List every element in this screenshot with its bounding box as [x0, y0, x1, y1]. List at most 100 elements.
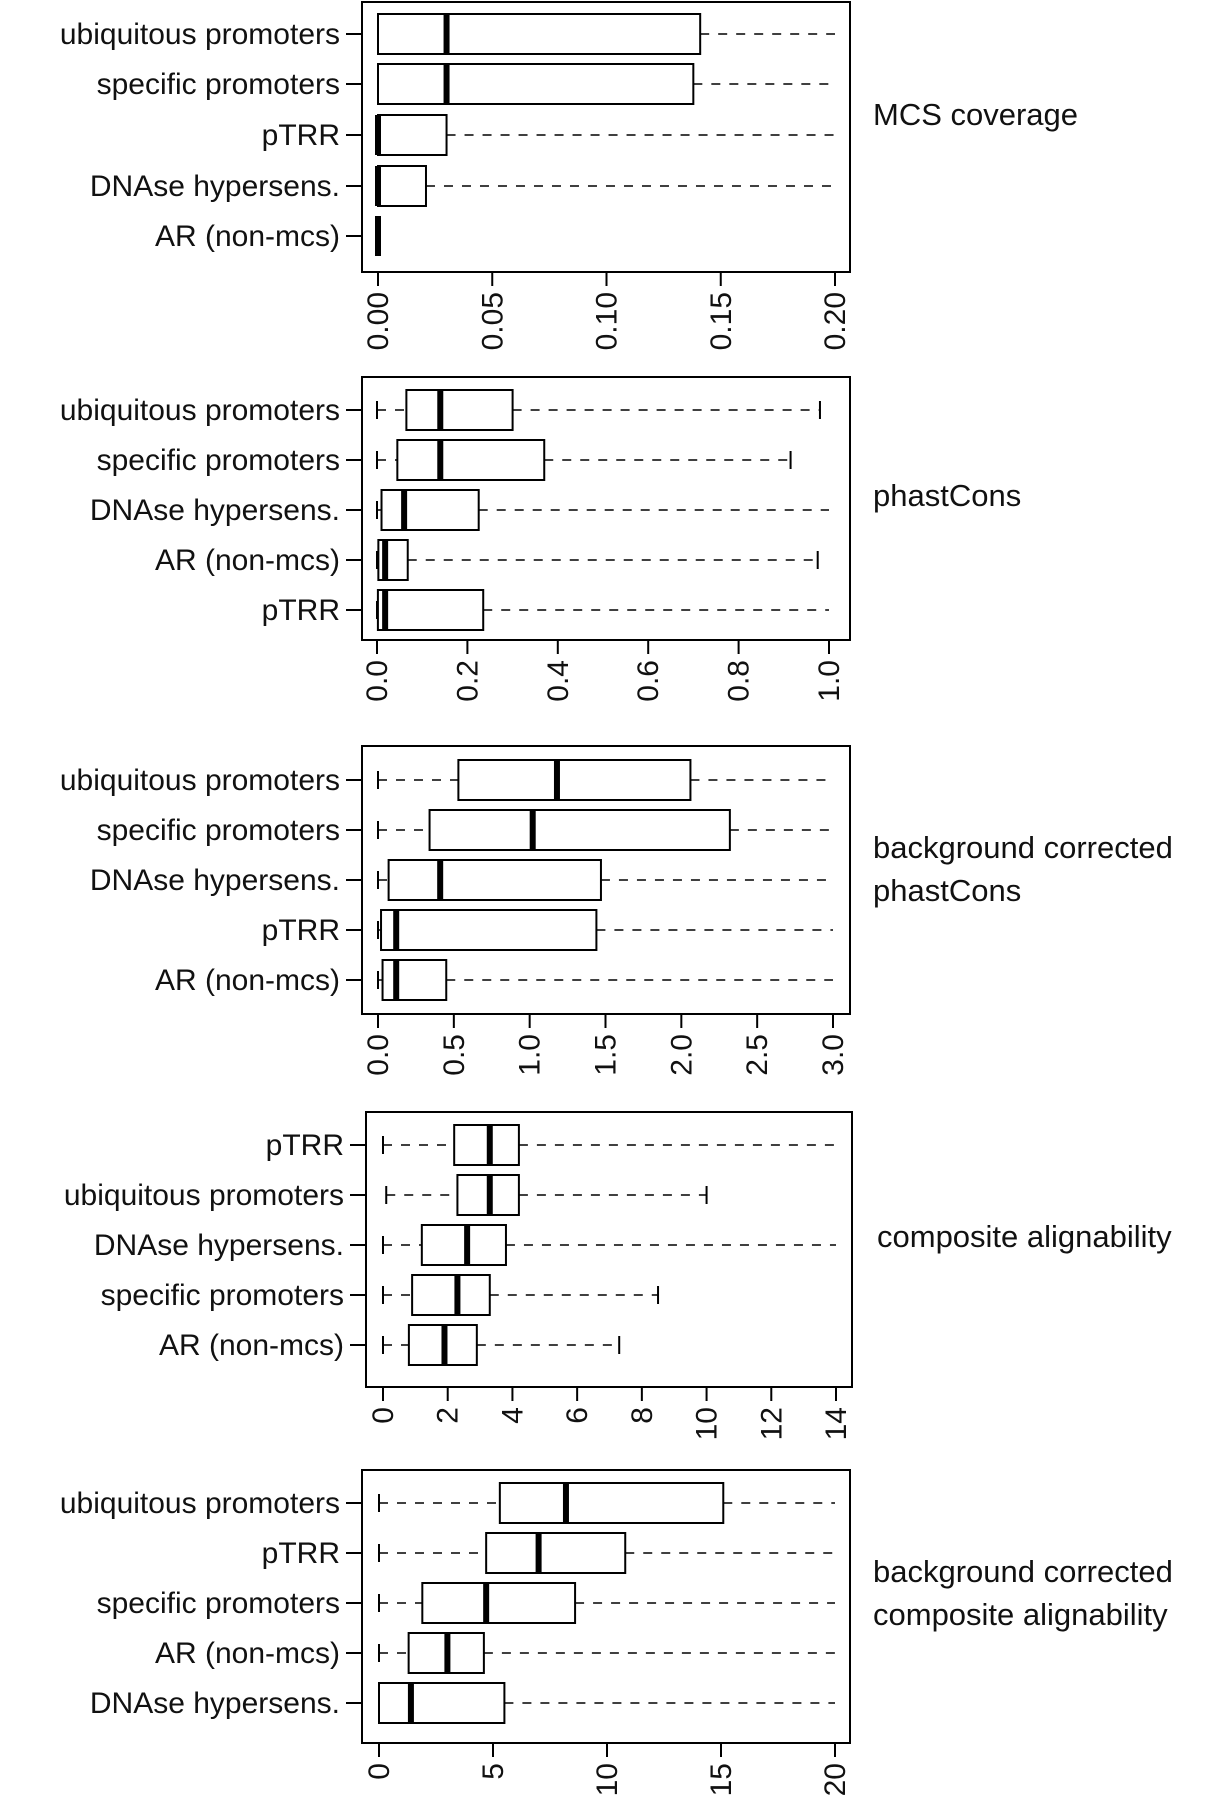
box-row: DNAse hypersens. [90, 859, 833, 901]
category-label: specific promoters [97, 814, 340, 847]
category-label: ubiquitous promoters [60, 18, 340, 51]
x-tick-label: 10 [691, 1407, 724, 1440]
box-row: specific promoters [97, 1582, 835, 1624]
category-label: DNAse hypersens. [94, 1229, 344, 1262]
category-label: AR (non-mcs) [159, 1329, 344, 1362]
box-row: AR (non-mcs) [159, 1324, 621, 1366]
category-label: specific promoters [97, 68, 340, 101]
panel-5: ubiquitous promoters pTRR specific promote… [60, 1469, 1173, 1796]
panel-title: phastCons [873, 873, 1021, 908]
iqr-box [421, 1582, 577, 1624]
box-row: specific promoters [97, 63, 835, 105]
box-row: specific promoters [97, 809, 833, 851]
category-label: DNAse hypersens. [90, 864, 340, 897]
x-tick-label: 2.5 [741, 1034, 774, 1076]
category-label: pTRR [262, 914, 340, 947]
box-row: ubiquitous promoters [64, 1174, 708, 1216]
box-row: specific promoters [101, 1274, 660, 1316]
iqr-box [378, 1682, 506, 1724]
iqr-box [457, 759, 692, 801]
x-tick-label: 0.10 [591, 292, 624, 350]
category-label: DNAse hypersens. [90, 494, 340, 527]
panel-title: composite alignability [877, 1219, 1172, 1254]
box-row: pTRR [262, 589, 829, 631]
x-tick-label: 0.0 [361, 660, 394, 702]
x-tick-label: 6 [561, 1407, 594, 1424]
x-tick-label: 5 [477, 1763, 510, 1780]
category-label: AR (non-mcs) [155, 220, 340, 253]
x-tick-label: 1.5 [590, 1034, 623, 1076]
box-row: ubiquitous promoters [60, 389, 821, 431]
category-label: pTRR [262, 1537, 340, 1570]
category-label: ubiquitous promoters [64, 1179, 344, 1212]
x-tick-label: 0.2 [451, 660, 484, 702]
iqr-box [405, 389, 514, 431]
box-row: DNAse hypersens. [90, 489, 829, 531]
box-row: DNAse hypersens. [90, 165, 835, 207]
panel-title: composite alignability [873, 1597, 1168, 1632]
category-label: specific promoters [97, 1587, 340, 1620]
x-tick-label: 0.15 [705, 292, 738, 350]
box-row: AR (non-mcs) [155, 539, 819, 581]
panel-title: background corrected [873, 1554, 1173, 1589]
x-tick-label: 1.0 [813, 660, 846, 702]
iqr-box [380, 489, 480, 531]
category-label: AR (non-mcs) [155, 1637, 340, 1670]
category-label: AR (non-mcs) [155, 544, 340, 577]
box-row: DNAse hypersens. [94, 1224, 836, 1266]
iqr-box [376, 589, 485, 631]
x-tick-label: 20 [819, 1763, 852, 1796]
iqr-box [485, 1532, 627, 1574]
iqr-box [387, 859, 602, 901]
category-label: ubiquitous promoters [60, 394, 340, 427]
iqr-box [453, 1124, 520, 1166]
x-tick-label: 4 [496, 1407, 529, 1424]
x-tick-label: 0.5 [438, 1034, 471, 1076]
box-row: ubiquitous promoters [60, 1482, 835, 1524]
iqr-box [380, 909, 598, 951]
panel-title: MCS coverage [873, 97, 1078, 132]
x-tick-label: 0 [367, 1407, 400, 1424]
iqr-box [377, 13, 702, 55]
category-label: DNAse hypersens. [90, 1687, 340, 1720]
x-tick-label: 0.05 [476, 292, 509, 350]
box-row: pTRR [262, 1532, 835, 1574]
plot-frame [361, 376, 851, 641]
x-tick-label: 0.8 [723, 660, 756, 702]
x-tick-label: 0.6 [632, 660, 665, 702]
x-tick-label: 0.0 [362, 1034, 395, 1076]
x-tick-label: 15 [705, 1763, 738, 1796]
category-label: pTRR [266, 1129, 344, 1162]
x-tick-label: 0.00 [362, 292, 395, 350]
x-tick-label: 3.0 [817, 1034, 850, 1076]
plot-frame [365, 1111, 853, 1388]
box-row: DNAse hypersens. [90, 1682, 835, 1724]
x-tick-label: 10 [591, 1763, 624, 1796]
box-row: AR (non-mcs) [155, 1632, 835, 1674]
box-row: specific promoters [97, 439, 792, 481]
category-label: ubiquitous promoters [60, 764, 340, 797]
category-label: specific promoters [101, 1279, 344, 1312]
iqr-box [428, 809, 731, 851]
iqr-box [411, 1274, 491, 1316]
iqr-box [377, 114, 448, 156]
iqr-box [420, 1224, 507, 1266]
box-row: ubiquitous promoters [60, 13, 835, 55]
x-tick-label: 12 [755, 1407, 788, 1440]
category-label: AR (non-mcs) [155, 964, 340, 997]
category-label: pTRR [262, 594, 340, 627]
box-row: ubiquitous promoters [60, 759, 833, 801]
x-tick-label: 14 [820, 1407, 853, 1440]
panel-4: pTRR ubiquitous promoters DNAse hypersens.… [64, 1111, 1172, 1440]
category-label: ubiquitous promoters [60, 1487, 340, 1520]
panel-title: background corrected [873, 830, 1173, 865]
category-label: specific promoters [97, 444, 340, 477]
panel-title: phastCons [873, 478, 1021, 513]
x-tick-label: 0.4 [542, 660, 575, 702]
x-tick-label: 0 [363, 1763, 396, 1780]
box-row: pTRR [262, 114, 835, 156]
panel-2: ubiquitous promoters specific promoters DN… [60, 376, 1021, 702]
iqr-box [377, 63, 695, 105]
box-row: AR (non-mcs) [155, 959, 833, 1001]
